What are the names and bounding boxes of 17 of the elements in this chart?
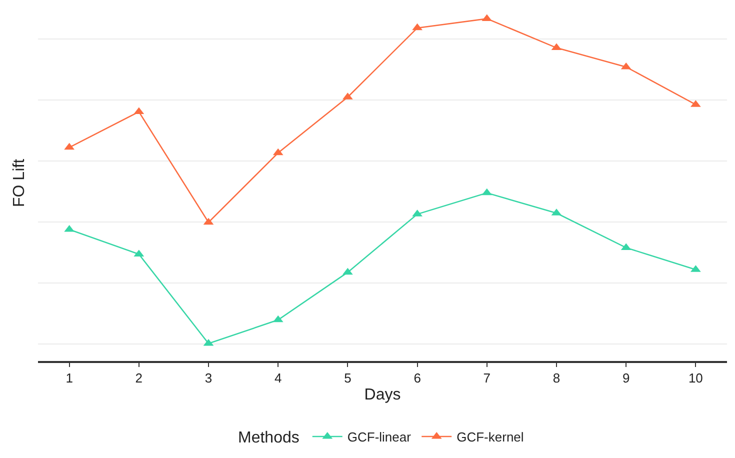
x-tick-label: 8 bbox=[552, 370, 560, 386]
y-axis-title: FO Lift bbox=[10, 158, 28, 208]
legend-label: GCF-linear bbox=[347, 430, 412, 445]
x-axis-title: Days bbox=[364, 386, 401, 404]
x-tick-label: 10 bbox=[688, 370, 703, 386]
point bbox=[412, 23, 422, 30]
x-tick-label: 6 bbox=[414, 370, 421, 386]
legend-title: Methods bbox=[238, 429, 300, 446]
x-tick-label: 7 bbox=[483, 370, 491, 386]
x-tick-label: 4 bbox=[274, 370, 282, 386]
x-tick-label: 1 bbox=[66, 370, 73, 386]
point bbox=[342, 268, 353, 275]
x-tick-label: 3 bbox=[204, 370, 212, 386]
x-tick-label: 9 bbox=[622, 370, 630, 386]
legend-label: GCF-kernel bbox=[456, 430, 524, 445]
x-tick-label: 5 bbox=[344, 370, 352, 386]
x-tick-label: 2 bbox=[135, 370, 143, 386]
